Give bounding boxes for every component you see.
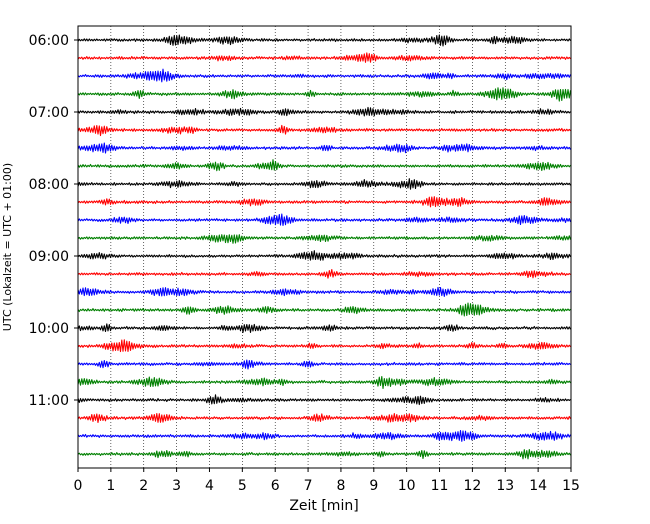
trace-line — [77, 142, 571, 154]
y-tick-label: 06:00 — [29, 33, 69, 49]
x-axis: 0 1 2 3 4 5 6 7 8 9 10 11 12 13 14 15 — [74, 468, 580, 494]
trace-line — [77, 448, 571, 460]
x-tick-label: 6 — [271, 478, 280, 494]
x-tick-label: 12 — [463, 478, 481, 494]
x-axis-label: Zeit [min] — [289, 498, 358, 514]
grid-layer — [110, 26, 539, 468]
x-tick-label: 4 — [205, 478, 214, 494]
x-tick-label: 13 — [496, 478, 514, 494]
y-tick-label: 10:00 — [29, 321, 69, 337]
y-axis: 06:00 07:00 08:00 09:00 10:00 11:00 — [29, 33, 78, 409]
trace-line — [77, 339, 571, 353]
y-tick-label: 08:00 — [29, 177, 69, 193]
x-tick-label: 8 — [336, 478, 345, 494]
trace-line — [77, 159, 571, 172]
trace-line — [77, 106, 571, 117]
y-axis-label: UTC (Lokalzeit = UTC + 01:00) — [1, 163, 14, 331]
x-tick-label: 11 — [431, 478, 449, 494]
trace-line — [77, 413, 571, 424]
trace-line — [77, 52, 571, 63]
y-tick-label: 11:00 — [29, 393, 69, 409]
trace-line — [77, 124, 571, 137]
y-tick-label: 09:00 — [29, 249, 69, 265]
x-tick-label: 2 — [139, 478, 148, 494]
x-tick-label: 3 — [172, 478, 181, 494]
x-tick-label: 9 — [369, 478, 378, 494]
trace-line — [77, 359, 571, 370]
trace-line — [77, 286, 571, 297]
x-tick-label: 14 — [529, 478, 547, 494]
trace-line — [77, 196, 571, 208]
trace-line — [77, 376, 571, 390]
x-tick-label: 7 — [304, 478, 313, 494]
plot-frame — [77, 25, 572, 469]
x-tick-label: 0 — [74, 478, 83, 494]
x-tick-label: 10 — [398, 478, 416, 494]
trace-line — [77, 394, 571, 406]
trace-line — [77, 323, 571, 333]
trace-line — [77, 302, 571, 317]
x-tick-label: 1 — [106, 478, 115, 494]
trace-line — [77, 87, 572, 102]
y-tick-label: 07:00 — [29, 105, 69, 121]
x-tick-label: 5 — [238, 478, 247, 494]
trace-line — [77, 234, 572, 244]
trace-line — [77, 68, 572, 83]
x-tick-label: 15 — [562, 478, 580, 494]
trace-layer — [77, 34, 572, 460]
trace-line — [77, 268, 571, 279]
trace-line — [77, 213, 572, 226]
trace-line — [77, 250, 571, 261]
trace-line — [77, 430, 571, 442]
trace-line — [77, 178, 571, 190]
trace-line — [77, 34, 571, 47]
